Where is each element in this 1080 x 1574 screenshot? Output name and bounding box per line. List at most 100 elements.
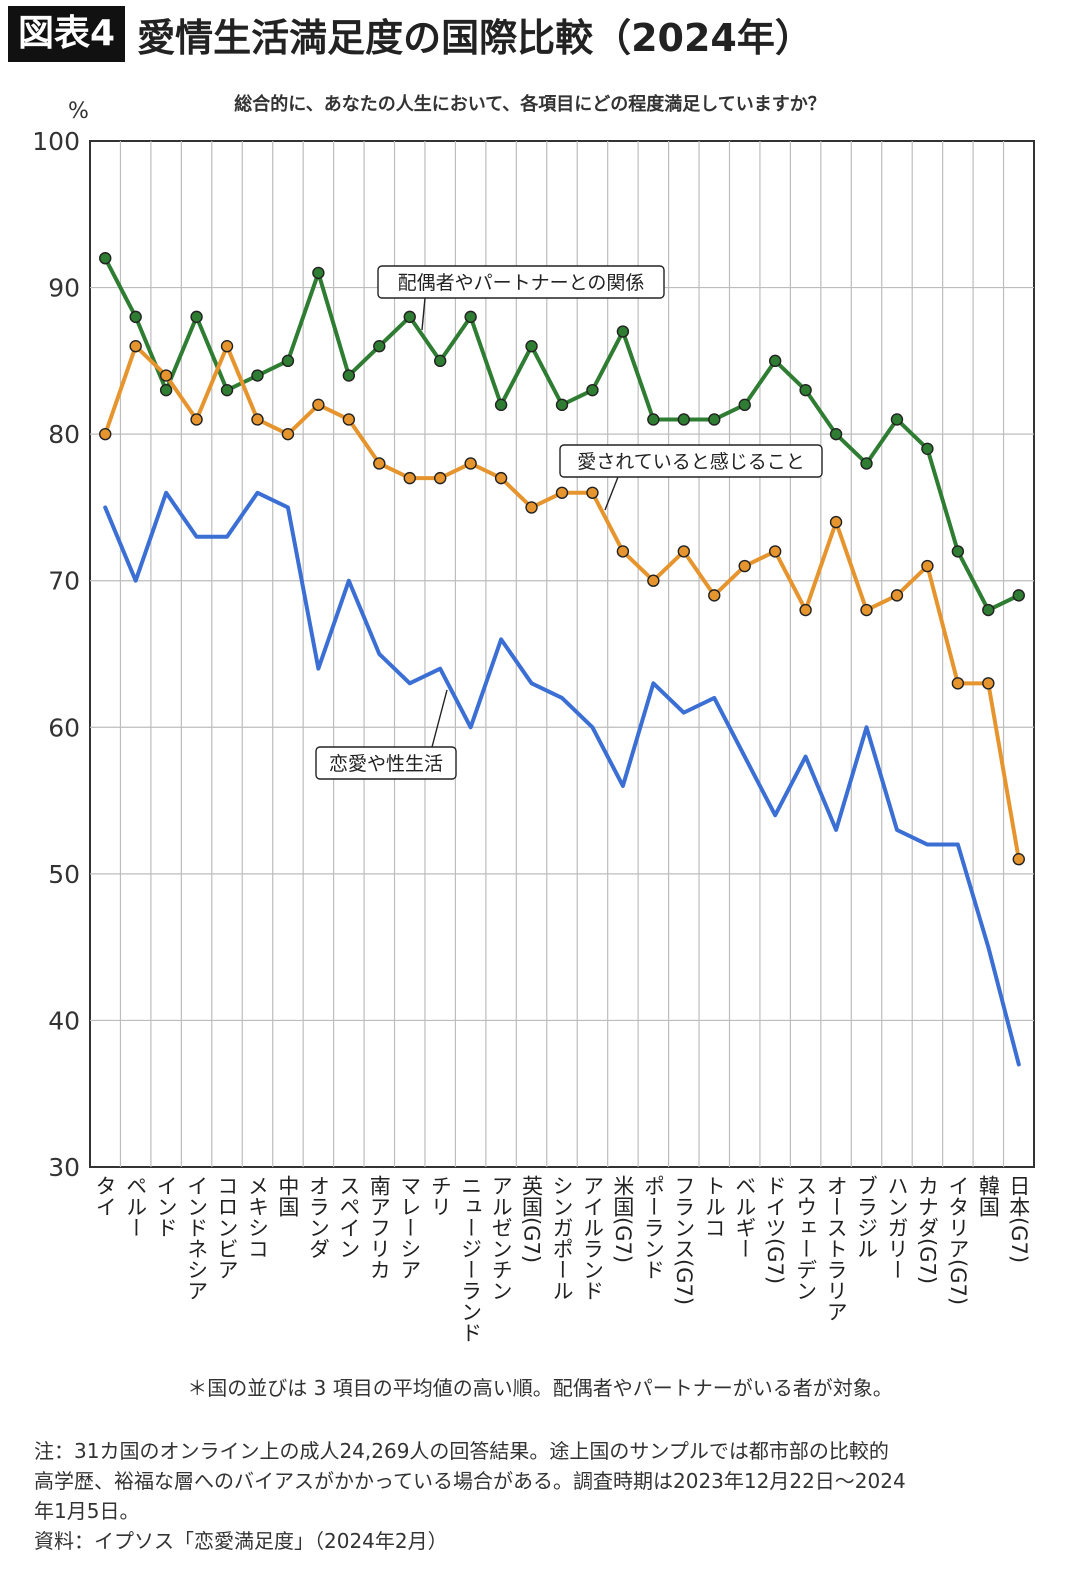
data-point [616, 325, 630, 338]
data-point [768, 354, 782, 368]
x-tick-label: 英国(G7) [520, 1175, 544, 1263]
data-point [220, 340, 234, 353]
note-line: 注：31カ国のオンライン上の成人24,269人の回答結果。途上国のサンプルでは都… [34, 1439, 889, 1463]
data-point [860, 603, 873, 617]
data-point [677, 545, 691, 558]
x-tick-label: ポーランド [641, 1175, 665, 1280]
data-point [555, 398, 569, 412]
callout-leader [431, 689, 448, 748]
data-point [738, 559, 751, 573]
data-point [464, 457, 477, 470]
x-tick-label: ブラジル [855, 1175, 879, 1259]
data-point [159, 369, 173, 382]
data-point [281, 354, 295, 368]
data-point [129, 310, 142, 324]
data-point [525, 340, 538, 353]
y-tick-label: 80 [48, 420, 80, 449]
data-point [312, 398, 325, 412]
data-point [342, 413, 356, 426]
x-tick-label: アルゼンチン [489, 1175, 513, 1301]
data-point [281, 427, 295, 441]
x-tick-label: シンガポール [550, 1175, 574, 1301]
x-tick-label: インド [154, 1175, 178, 1238]
data-point [586, 383, 599, 397]
data-point [829, 427, 843, 441]
y-tick-label: 50 [48, 860, 80, 889]
line-chart: 30 40 50 60 70 80 90 100% 総合的に、あなたの人生において、各項目にどの… [32, 93, 1035, 1343]
x-tick-label: トルコ [702, 1175, 726, 1238]
data-point [190, 310, 203, 324]
data-point [616, 545, 630, 558]
data-point [647, 574, 660, 587]
x-tick-label: 南アフリカ [367, 1175, 391, 1280]
data-point [647, 413, 660, 426]
data-point [951, 545, 965, 558]
series-line [103, 490, 1021, 1067]
figure-title: 愛情生活満足度の国際比較（2024年） [137, 15, 813, 60]
callout-leader [604, 476, 619, 511]
source-line: 資料：イプソス「恋愛満足度」（2024年2月） [34, 1529, 448, 1553]
x-tick-label: コロンビア [215, 1175, 239, 1280]
data-point [190, 413, 203, 426]
x-tick-label: イタリア(G7) [946, 1175, 970, 1305]
data-point [1012, 589, 1025, 602]
note-line: 高学歴、裕福な層へのバイアスがかかっている場合がある。調査時期は2023年12月… [34, 1469, 906, 1493]
data-point [129, 340, 142, 353]
data-point [799, 383, 812, 397]
data-point [99, 427, 112, 441]
x-tick-label: フランス(G7) [672, 1175, 696, 1305]
x-tick-label: インドネシア [185, 1175, 209, 1301]
data-point [99, 252, 112, 265]
data-point [403, 310, 416, 324]
callout-box [377, 265, 665, 299]
x-tick-label: オーストラリア [824, 1175, 848, 1322]
data-point [433, 471, 447, 485]
data-point [921, 559, 934, 573]
data-point [829, 515, 843, 529]
data-point [951, 677, 965, 690]
series-label: 恋愛や性生活 [329, 753, 443, 775]
x-tick-label: ベルギー [733, 1175, 757, 1259]
x-tick-label: ペルー [124, 1175, 148, 1238]
data-point [251, 413, 264, 426]
data-point [860, 457, 873, 470]
y-tick-label: 40 [48, 1006, 80, 1035]
footnote: ＊国の並びは 3 項目の平均値の高い順。配偶者やパートナーがいる者が対象。 [187, 1376, 893, 1400]
x-tick-label: タイ [93, 1175, 117, 1217]
callout-box [559, 444, 823, 478]
data-point [677, 413, 691, 426]
data-point [708, 589, 721, 602]
data-point [708, 413, 721, 426]
x-tick-label: スウェーデン [794, 1175, 818, 1301]
data-point [312, 266, 325, 280]
x-tick-label: 米国(G7) [611, 1175, 635, 1263]
data-point [890, 413, 904, 426]
data-point [403, 471, 416, 485]
data-point [799, 603, 812, 617]
data-point [982, 677, 995, 690]
x-tick-label: アイルランド [580, 1175, 604, 1301]
x-tick-label: ドイツ(G7) [763, 1175, 787, 1284]
data-point [494, 471, 508, 485]
data-point [982, 603, 995, 617]
y-tick-label: 100 [32, 127, 80, 156]
figure-badge: 図表4 [8, 6, 126, 62]
data-point [373, 457, 386, 470]
data-point [1012, 853, 1025, 866]
data-point [738, 398, 751, 412]
data-point [220, 383, 234, 397]
data-point [251, 369, 264, 382]
data-point [159, 383, 173, 397]
x-tick-label: メキシコ [245, 1175, 269, 1259]
note-line: 年1月5日。 [34, 1499, 140, 1523]
data-point [890, 589, 904, 602]
data-point [342, 369, 356, 382]
data-point [494, 398, 508, 412]
data-point [921, 442, 934, 455]
data-point [433, 354, 447, 368]
y-unit-label: % [68, 99, 89, 124]
series-label: 配偶者やパートナーとの関係 [398, 272, 645, 294]
callout-box [315, 746, 457, 780]
y-tick-label: 60 [48, 713, 80, 742]
notes: 注：31カ国のオンライン上の成人24,269人の回答結果。途上国のサンプルでは都… [34, 1436, 1054, 1556]
